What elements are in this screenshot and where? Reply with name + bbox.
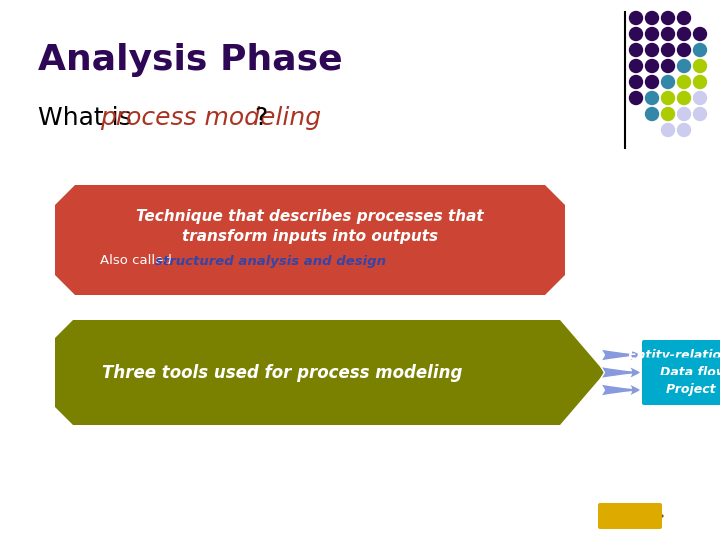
Text: Entity-relationship diagrams: Entity-relationship diagrams: [628, 348, 720, 361]
Circle shape: [678, 91, 690, 105]
Circle shape: [678, 107, 690, 120]
FancyBboxPatch shape: [642, 375, 720, 405]
Circle shape: [678, 124, 690, 137]
Text: process modeling: process modeling: [100, 106, 321, 130]
Text: Analysis Phase: Analysis Phase: [38, 43, 343, 77]
Polygon shape: [55, 320, 605, 425]
Text: structured analysis and design: structured analysis and design: [155, 254, 386, 267]
Text: Data flow diagrams: Data flow diagrams: [660, 366, 720, 379]
Circle shape: [629, 44, 642, 57]
Circle shape: [629, 76, 642, 89]
Circle shape: [646, 44, 659, 57]
Circle shape: [678, 28, 690, 40]
Circle shape: [662, 11, 675, 24]
Circle shape: [678, 11, 690, 24]
Circle shape: [646, 107, 659, 120]
Circle shape: [629, 91, 642, 105]
Circle shape: [678, 59, 690, 72]
Text: Technique that describes processes that: Technique that describes processes that: [136, 210, 484, 225]
Circle shape: [693, 76, 706, 89]
Circle shape: [646, 11, 659, 24]
FancyBboxPatch shape: [598, 503, 662, 529]
Circle shape: [693, 91, 706, 105]
Text: What is: What is: [38, 106, 140, 130]
Circle shape: [662, 28, 675, 40]
FancyBboxPatch shape: [642, 357, 720, 388]
Circle shape: [693, 44, 706, 57]
Circle shape: [646, 91, 659, 105]
Circle shape: [662, 44, 675, 57]
Circle shape: [693, 107, 706, 120]
Text: Next: Next: [608, 510, 640, 523]
Text: transform inputs into outputs: transform inputs into outputs: [182, 230, 438, 245]
Text: Three tools used for process modeling: Three tools used for process modeling: [102, 363, 462, 381]
Text: Also called: Also called: [100, 254, 176, 267]
Text: ?: ?: [254, 106, 267, 130]
Circle shape: [646, 59, 659, 72]
FancyBboxPatch shape: [642, 340, 720, 370]
Circle shape: [662, 91, 675, 105]
Circle shape: [629, 11, 642, 24]
Circle shape: [693, 28, 706, 40]
Circle shape: [678, 76, 690, 89]
Circle shape: [662, 59, 675, 72]
Polygon shape: [55, 185, 565, 295]
Circle shape: [662, 76, 675, 89]
Circle shape: [662, 124, 675, 137]
Text: Project dictionary: Project dictionary: [667, 383, 720, 396]
Circle shape: [646, 76, 659, 89]
Circle shape: [629, 28, 642, 40]
Circle shape: [646, 28, 659, 40]
Circle shape: [693, 59, 706, 72]
Circle shape: [678, 44, 690, 57]
Circle shape: [662, 107, 675, 120]
Circle shape: [629, 59, 642, 72]
